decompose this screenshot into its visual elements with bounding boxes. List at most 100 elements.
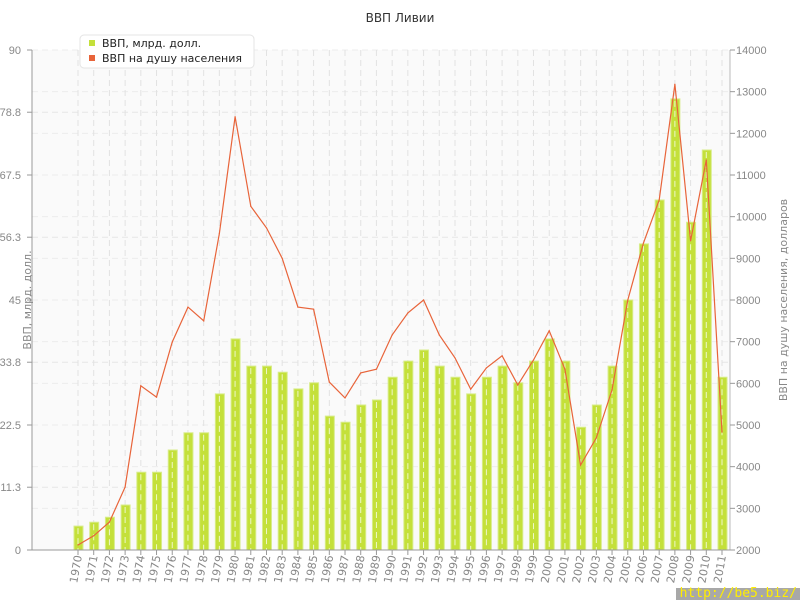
tick-label-right: 8000 — [736, 295, 760, 307]
point-1994 — [454, 357, 456, 359]
point-1981 — [250, 205, 252, 207]
x-tick-label: 1988 — [350, 554, 368, 584]
tick-label-right: 12000 — [736, 128, 767, 140]
point-1972 — [108, 521, 111, 523]
x-tick-label: 1991 — [397, 554, 415, 584]
watermark: http://be5.biz/ — [675, 587, 800, 600]
x-tick-label: 1992 — [413, 554, 431, 584]
point-1997 — [501, 355, 503, 357]
x-tick-label: 1974 — [130, 554, 148, 584]
tick-label-left: 67.5 — [0, 170, 21, 182]
x-tick-label: 1976 — [162, 554, 180, 584]
tick-label-left: 22.5 — [0, 420, 21, 432]
x-tick-label: 1971 — [83, 554, 101, 584]
x-tick-label: 1989 — [366, 554, 384, 584]
tick-label-right: 11000 — [736, 170, 766, 182]
x-tick-label: 1978 — [193, 554, 211, 584]
x-tick-label: 1970 — [67, 554, 85, 584]
point-1999 — [532, 359, 535, 361]
point-2006 — [642, 242, 645, 244]
bar-1992 — [419, 349, 430, 551]
y-axis-right-label: ВВП на душу населения, долларов — [777, 199, 790, 401]
x-tick-label: 1996 — [476, 554, 494, 584]
point-1998 — [517, 384, 519, 386]
point-2008 — [674, 83, 676, 85]
point-1990 — [391, 334, 393, 336]
tick-label-right: 9000 — [736, 253, 760, 265]
point-1992 — [422, 299, 425, 301]
x-tick-label: 2001 — [554, 554, 572, 584]
x-tick-label: 1994 — [444, 554, 462, 584]
legend-label-gdp: ВВП, млрд. долл. — [102, 37, 201, 50]
point-2005 — [627, 299, 629, 301]
point-1991 — [407, 312, 409, 314]
x-tick-label: 2003 — [586, 554, 604, 584]
x-tick-label: 1972 — [99, 554, 117, 584]
point-1982 — [265, 227, 268, 229]
x-tick-label: 1993 — [429, 554, 447, 584]
point-1989 — [375, 368, 378, 370]
bar-2010 — [701, 149, 712, 551]
point-2004 — [611, 389, 613, 391]
tick-label-left: 0 — [15, 545, 21, 557]
tick-label-right: 10000 — [736, 212, 767, 224]
point-1978 — [203, 320, 205, 322]
point-1993 — [438, 334, 440, 336]
x-tick-label: 2007 — [648, 554, 666, 584]
point-2010 — [705, 159, 707, 161]
tick-label-right: 2000 — [736, 545, 760, 557]
legend-swatch-per-capita — [89, 55, 95, 61]
point-2002 — [580, 464, 582, 466]
x-tick-label: 2000 — [539, 554, 557, 584]
legend-swatch-gdp — [89, 40, 95, 46]
x-tick-label: 1975 — [146, 554, 164, 584]
legend: ВВП, млрд. долл. ВВП на душу населения — [79, 34, 255, 69]
point-1983 — [281, 257, 283, 259]
x-tick-label: 2002 — [570, 554, 588, 584]
tick-label-right: 13000 — [736, 87, 767, 99]
point-1988 — [360, 372, 362, 374]
tick-label-left: 45 — [9, 295, 21, 307]
x-tick-label: 2008 — [664, 554, 682, 584]
x-tick-label: 1997 — [491, 554, 509, 584]
tick-label-left: 33.8 — [0, 357, 21, 369]
point-1974 — [140, 385, 142, 387]
x-tick-label: 1998 — [507, 554, 525, 584]
x-tick-label: 1995 — [460, 554, 478, 584]
point-1975 — [155, 396, 158, 398]
point-2000 — [548, 330, 550, 332]
point-1973 — [124, 486, 126, 488]
tick-label-left: 11.3 — [0, 482, 21, 494]
x-tick-label: 2006 — [633, 554, 651, 584]
point-1985 — [313, 308, 315, 310]
point-1996 — [485, 367, 487, 369]
point-1987 — [344, 397, 346, 399]
tick-label-right: 5000 — [736, 420, 760, 432]
tick-label-right: 6000 — [736, 378, 760, 390]
point-2007 — [658, 199, 660, 201]
x-tick-label: 1984 — [287, 554, 305, 584]
x-tick-label: 1986 — [319, 554, 337, 584]
x-tick-label: 1987 — [334, 554, 352, 584]
tick-label-right: 3000 — [736, 503, 760, 515]
point-2003 — [595, 437, 597, 439]
point-2009 — [689, 240, 692, 242]
tick-label-right: 4000 — [736, 462, 760, 474]
x-tick-label: 2011 — [711, 554, 729, 584]
point-1970 — [77, 544, 79, 546]
point-1980 — [234, 116, 236, 118]
x-tick-label: 1982 — [256, 554, 274, 584]
tick-label-left: 90 — [9, 45, 21, 57]
x-tick-label: 2004 — [601, 554, 619, 584]
x-tick-label: 2005 — [617, 554, 635, 584]
x-tick-label: 1979 — [209, 554, 227, 584]
x-tick-label: 1977 — [177, 554, 195, 584]
point-1976 — [171, 341, 173, 343]
x-tick-label: 1990 — [381, 554, 399, 584]
legend-label-per-capita: ВВП на душу населения — [102, 52, 242, 65]
x-tick-label: 1983 — [271, 554, 289, 584]
x-tick-label: 1999 — [523, 554, 541, 584]
point-1977 — [187, 306, 189, 308]
line-per-capita — [77, 84, 723, 546]
